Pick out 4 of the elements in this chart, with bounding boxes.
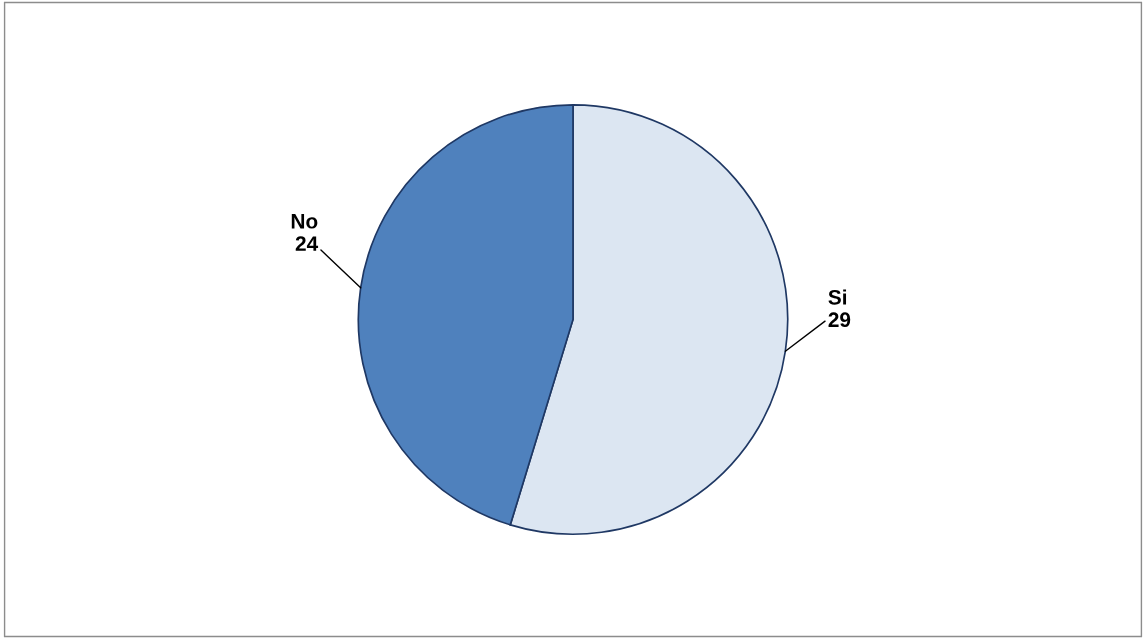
slice-label: Si (828, 289, 847, 305)
data-label: 24 (295, 236, 319, 251)
slice-label: No (291, 214, 318, 229)
data-label: 29 (828, 312, 851, 328)
